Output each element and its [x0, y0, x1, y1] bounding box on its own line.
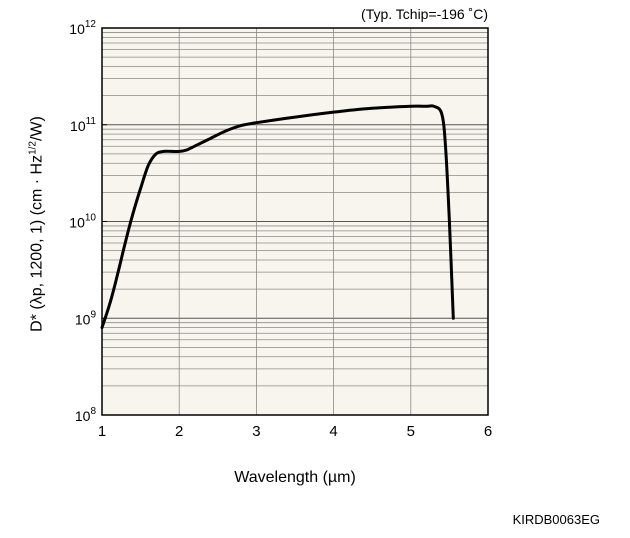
x-tick-label: 5: [407, 423, 415, 440]
y-tick-label: 1011: [70, 116, 96, 134]
x-tick-label: 2: [175, 423, 183, 440]
y-tick-base: 10: [75, 408, 91, 424]
y-tick-label: 108: [75, 406, 97, 424]
y-tick-exponent: 9: [90, 309, 96, 320]
y-tick-exponent: 8: [90, 406, 96, 417]
y-axis-label: D* (λp, 1200, 1) (cm · Hz1/2/W): [27, 116, 46, 332]
y-axis-label-exponent: 1/2: [27, 141, 38, 155]
figure-code: KIRDB0063EG: [513, 512, 600, 527]
x-tick-labels: 1 2 3 4 5 6: [98, 423, 492, 440]
y-tick-exponent: 10: [85, 213, 97, 224]
y-tick-exponent: 12: [85, 19, 97, 30]
y-tick-label: 1010: [69, 213, 96, 231]
y-tick-label: 1012: [69, 19, 96, 37]
y-tick-base: 10: [70, 118, 86, 134]
y-tick-base: 10: [75, 311, 91, 327]
chart-annotation: (Typ. Tchip=-196 ˚C): [361, 6, 488, 22]
y-axis-label-prefix: D* (λp, 1200, 1) (cm · Hz: [29, 155, 46, 332]
y-tick-base: 10: [69, 215, 85, 231]
y-tick-exponent: 11: [86, 116, 97, 127]
x-axis-label: Wavelength (µm): [102, 469, 488, 487]
y-tick-base: 10: [69, 21, 85, 37]
x-tick-label: 1: [98, 423, 106, 440]
y-tick-label: 109: [75, 309, 97, 327]
x-tick-label: 3: [252, 423, 260, 440]
x-tick-label: 4: [329, 423, 337, 440]
y-axis-label-suffix: /W): [29, 116, 46, 141]
x-tick-label: 6: [484, 423, 492, 440]
